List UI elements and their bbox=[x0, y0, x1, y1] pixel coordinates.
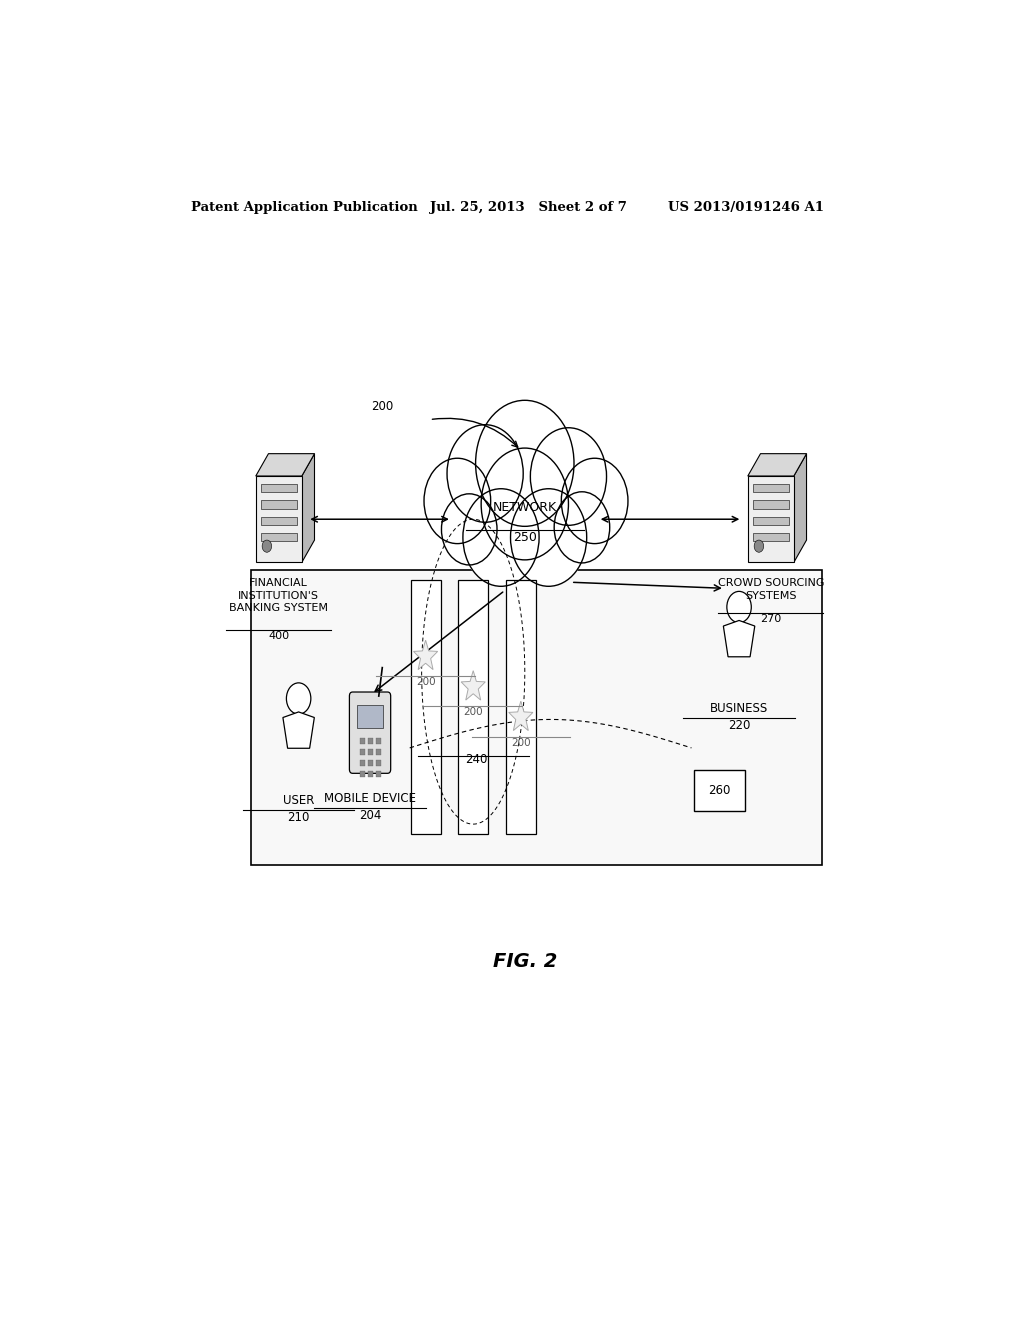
Circle shape bbox=[511, 488, 587, 586]
Text: 250: 250 bbox=[513, 532, 537, 544]
Polygon shape bbox=[302, 454, 314, 562]
Bar bbox=[260, 533, 297, 541]
Text: 200: 200 bbox=[464, 708, 483, 717]
Circle shape bbox=[424, 458, 490, 544]
Bar bbox=[753, 516, 790, 525]
Text: FIG. 2: FIG. 2 bbox=[493, 952, 557, 970]
Text: Patent Application Publication: Patent Application Publication bbox=[191, 201, 418, 214]
Text: BUSINESS: BUSINESS bbox=[710, 702, 768, 715]
Bar bbox=[357, 705, 383, 727]
Text: 200: 200 bbox=[511, 738, 530, 747]
Bar bbox=[359, 748, 366, 755]
Polygon shape bbox=[723, 620, 755, 657]
Polygon shape bbox=[509, 701, 532, 730]
Bar bbox=[260, 500, 297, 508]
Polygon shape bbox=[748, 454, 807, 477]
Bar bbox=[458, 581, 488, 834]
Text: NETWORK: NETWORK bbox=[493, 500, 557, 513]
Bar bbox=[376, 738, 381, 744]
Bar bbox=[376, 760, 381, 766]
Bar bbox=[260, 484, 297, 492]
Text: 240: 240 bbox=[465, 752, 487, 766]
Polygon shape bbox=[283, 711, 314, 748]
Circle shape bbox=[463, 488, 539, 586]
Polygon shape bbox=[256, 454, 314, 477]
Text: 270: 270 bbox=[760, 614, 781, 624]
Bar bbox=[368, 771, 373, 777]
Text: FINANCIAL
INSTITUTION'S
BANKING SYSTEM: FINANCIAL INSTITUTION'S BANKING SYSTEM bbox=[229, 578, 329, 612]
Circle shape bbox=[754, 540, 764, 552]
Bar bbox=[376, 748, 381, 755]
Bar bbox=[260, 516, 297, 525]
Circle shape bbox=[475, 400, 574, 527]
Bar bbox=[368, 738, 373, 744]
Circle shape bbox=[727, 591, 752, 623]
Circle shape bbox=[441, 494, 497, 565]
Text: 200: 200 bbox=[371, 400, 393, 412]
Circle shape bbox=[262, 540, 271, 552]
Text: CROWD SOURCING
SYSTEMS: CROWD SOURCING SYSTEMS bbox=[718, 578, 824, 601]
FancyBboxPatch shape bbox=[349, 692, 391, 774]
Bar bbox=[359, 738, 366, 744]
Text: 220: 220 bbox=[728, 719, 751, 733]
Circle shape bbox=[530, 428, 606, 525]
Text: Jul. 25, 2013   Sheet 2 of 7: Jul. 25, 2013 Sheet 2 of 7 bbox=[430, 201, 627, 214]
Bar bbox=[368, 748, 373, 755]
Polygon shape bbox=[461, 671, 485, 700]
Bar bbox=[748, 477, 794, 562]
Bar bbox=[411, 581, 440, 834]
Bar bbox=[753, 484, 790, 492]
Text: US 2013/0191246 A1: US 2013/0191246 A1 bbox=[668, 201, 823, 214]
Text: 210: 210 bbox=[288, 810, 310, 824]
Circle shape bbox=[561, 458, 628, 544]
Bar bbox=[753, 533, 790, 541]
Circle shape bbox=[481, 447, 568, 560]
Text: 204: 204 bbox=[358, 809, 381, 822]
Text: MOBILE DEVICE: MOBILE DEVICE bbox=[324, 792, 416, 805]
Bar bbox=[359, 760, 366, 766]
Bar bbox=[753, 500, 790, 508]
Text: 200: 200 bbox=[416, 677, 435, 686]
Bar bbox=[694, 771, 744, 810]
Circle shape bbox=[447, 425, 523, 523]
Bar bbox=[506, 581, 536, 834]
Polygon shape bbox=[794, 454, 807, 562]
Bar bbox=[368, 760, 373, 766]
Bar bbox=[359, 771, 366, 777]
Polygon shape bbox=[414, 640, 437, 669]
Text: 260: 260 bbox=[708, 784, 730, 797]
Text: USER: USER bbox=[283, 793, 314, 807]
Circle shape bbox=[554, 492, 609, 562]
Bar bbox=[376, 771, 381, 777]
Bar bbox=[256, 477, 302, 562]
Text: 400: 400 bbox=[268, 631, 290, 642]
Bar bbox=[251, 570, 822, 865]
Circle shape bbox=[287, 682, 311, 714]
